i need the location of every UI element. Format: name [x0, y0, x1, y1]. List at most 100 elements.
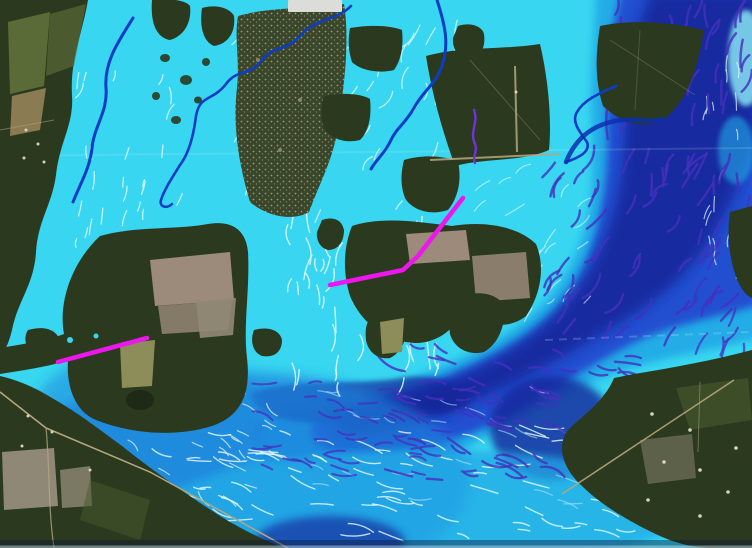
terrain-north-woodland-islets [151, 0, 235, 124]
streamline [409, 343, 425, 350]
streamline [291, 362, 297, 391]
building-dot [24, 128, 28, 132]
building-dot [662, 460, 666, 464]
building-dot [688, 428, 692, 432]
streamline [260, 463, 274, 471]
streamline [632, 252, 642, 270]
building-dot [50, 430, 54, 434]
streamline [561, 525, 581, 529]
streamline [514, 427, 538, 439]
streamline [543, 276, 552, 297]
streamline [305, 237, 312, 265]
flood-pocket [93, 333, 99, 339]
streamline [588, 370, 609, 377]
streamline [614, 0, 620, 16]
streamline [313, 438, 328, 441]
streamline [685, 4, 692, 26]
streamline [625, 194, 637, 215]
streamline [305, 272, 311, 289]
building-dot [22, 156, 26, 160]
streamline [698, 244, 712, 259]
streamline [77, 200, 83, 217]
streamline [576, 241, 589, 250]
streamline [703, 204, 711, 220]
streamline [320, 258, 325, 272]
streamline [383, 416, 395, 424]
streamline [725, 32, 738, 56]
streamline [303, 395, 318, 399]
streamline [251, 381, 278, 386]
streamline [584, 250, 600, 264]
building-dot [42, 160, 46, 164]
streamline [345, 436, 368, 441]
streamline [176, 193, 183, 206]
building-dot [26, 414, 30, 418]
barrier-lines-layer [55, 195, 466, 365]
streamline [514, 444, 543, 459]
streamline [401, 32, 415, 48]
streamline [642, 191, 658, 208]
building-dot [88, 468, 92, 472]
streamline [74, 82, 84, 99]
streamline [378, 387, 395, 391]
streamline [585, 208, 608, 230]
streamline [218, 446, 229, 457]
streamline [263, 444, 282, 449]
streamline [394, 437, 418, 447]
streamline [524, 506, 544, 516]
streamline [151, 448, 172, 458]
streamline [541, 517, 564, 528]
streamline [100, 207, 104, 225]
streamline [418, 447, 442, 457]
streamline [127, 439, 139, 452]
streamline [401, 66, 409, 90]
river-central [369, 0, 448, 171]
streamline [317, 410, 342, 419]
streamline [467, 376, 486, 387]
streamline [734, 0, 747, 29]
streamline [392, 433, 408, 438]
streamline [661, 166, 665, 188]
streamline [456, 532, 470, 540]
streamline [466, 407, 485, 420]
streamline [83, 71, 87, 82]
streamline [705, 210, 712, 226]
streamline [703, 3, 709, 28]
streamline [407, 24, 421, 46]
building-dot [698, 514, 702, 518]
streamline [391, 409, 420, 424]
streamline [316, 284, 321, 306]
streamline [290, 475, 316, 490]
streamline [539, 465, 566, 479]
streamline [296, 368, 300, 386]
section-line-north [0, 147, 752, 157]
rural-road [697, 381, 701, 453]
cleared-area [640, 434, 696, 484]
streamline [376, 481, 404, 490]
streamline [378, 90, 394, 109]
streamline [303, 254, 313, 281]
streamline [488, 392, 504, 404]
barrier-west [55, 335, 150, 365]
crop-field [46, 4, 86, 76]
streamline [495, 461, 524, 478]
building-dot [726, 490, 730, 494]
building-dot [278, 148, 282, 152]
building-dot [646, 498, 650, 502]
streamline [425, 27, 437, 46]
streamline [533, 488, 554, 497]
streamline [574, 215, 590, 229]
streamline [431, 420, 447, 424]
streamline [719, 336, 725, 357]
streamline [707, 251, 721, 271]
streamline [498, 177, 512, 185]
streamline [677, 257, 693, 272]
field-shade [80, 480, 150, 540]
streamline [577, 197, 591, 207]
streamline [624, 354, 643, 360]
streamline [413, 410, 428, 417]
streamline [326, 390, 340, 394]
streamline [259, 451, 280, 461]
streamline [347, 522, 375, 533]
